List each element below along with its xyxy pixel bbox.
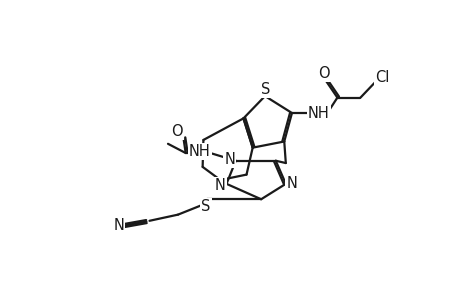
Text: NH: NH [308, 106, 329, 121]
Text: S: S [261, 82, 270, 97]
Text: Cl: Cl [374, 70, 388, 85]
Text: N: N [286, 176, 297, 191]
Text: N: N [214, 178, 225, 193]
Text: S: S [201, 199, 210, 214]
Text: NH: NH [188, 144, 210, 159]
Text: O: O [171, 124, 183, 139]
Text: N: N [224, 152, 235, 167]
Text: O: O [318, 66, 330, 81]
Text: N: N [113, 218, 124, 233]
